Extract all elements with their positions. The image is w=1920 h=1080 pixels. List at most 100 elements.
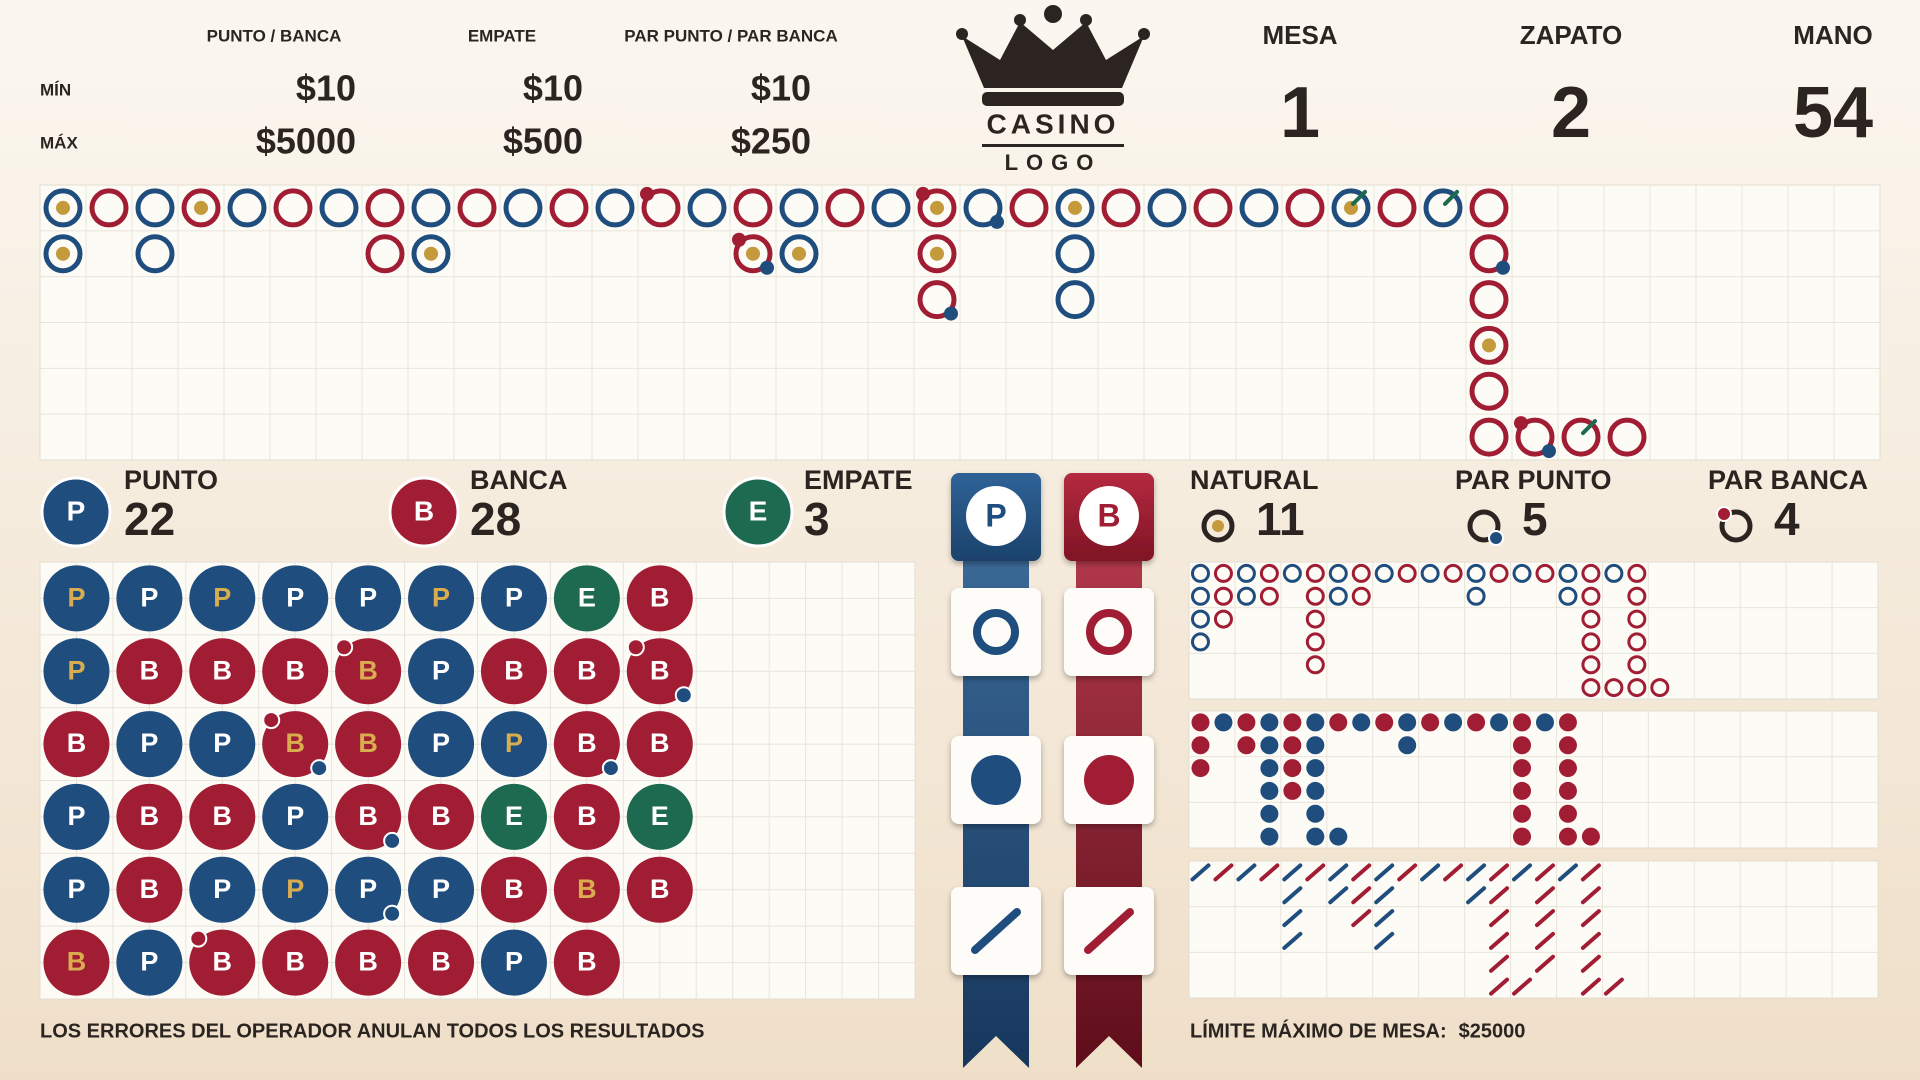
big-eye-mark — [1328, 563, 1348, 583]
big-eye-mark — [1397, 563, 1417, 583]
small-road-mark — [1260, 736, 1279, 755]
natural-dot — [194, 200, 208, 215]
big-eye-mark — [1627, 632, 1647, 652]
extra-label: PAR BANCA — [1708, 465, 1868, 495]
bead-letter: P — [67, 655, 85, 685]
big-eye-mark — [1581, 609, 1601, 629]
bead — [480, 856, 547, 923]
big-road-ring — [227, 188, 267, 228]
big-road-ring — [1239, 188, 1279, 228]
big-road-ring — [89, 188, 129, 228]
cockroach-mark — [1236, 863, 1257, 882]
bead-letter: E — [505, 801, 523, 831]
banker-pair-dot — [626, 638, 645, 657]
bead-letter: P — [359, 874, 377, 904]
small-road-mark — [1191, 759, 1210, 778]
footer-limit-label: LÍMITE MÁXIMO DE MESA: — [1190, 1019, 1447, 1042]
bead — [335, 929, 402, 996]
bead-letter: B — [577, 728, 597, 758]
big-road-ring — [871, 188, 911, 228]
big-eye-mark — [1604, 563, 1624, 583]
banker-pair-dot — [262, 711, 281, 730]
big-road-ring — [595, 188, 635, 228]
bead-letter: E — [651, 801, 669, 831]
bead — [553, 711, 620, 778]
cockroach-mark — [1351, 863, 1372, 882]
small-road-mark — [1375, 713, 1394, 732]
small-road-mark — [1260, 713, 1279, 732]
bead-letter: B — [358, 947, 378, 977]
cockroach-mark — [1374, 931, 1395, 950]
cockroach-mark — [1512, 977, 1533, 996]
banker-pair-dot — [335, 638, 354, 657]
big-eye-mark — [1581, 678, 1601, 698]
panel-bg — [1188, 710, 1879, 849]
bead — [262, 856, 329, 923]
bead-letter: B — [650, 583, 670, 613]
bead — [43, 565, 110, 632]
cockroach-mark — [1603, 977, 1624, 996]
small-road-mark — [1513, 804, 1532, 823]
small-road-mark — [1513, 736, 1532, 755]
total-badge-letter: E — [749, 495, 768, 526]
prediction-tile — [951, 588, 1041, 676]
bead — [262, 711, 329, 778]
cockroach-mark — [1489, 863, 1510, 882]
bead-letter: B — [577, 801, 597, 831]
big-road-ring — [319, 188, 359, 228]
bead — [189, 929, 256, 996]
limit-label: MÁX — [40, 133, 78, 152]
player-pair-dot — [383, 904, 402, 923]
prediction-tile — [1064, 588, 1154, 676]
player-pair-dot — [1542, 444, 1556, 459]
extra-icon — [1201, 509, 1235, 543]
cockroach-mark — [1397, 863, 1418, 882]
bead-letter: P — [67, 801, 85, 831]
big-road-ring — [1009, 188, 1049, 228]
small-road-mark — [1513, 713, 1532, 732]
panel-bg — [1188, 860, 1879, 999]
bead-letter: B — [504, 655, 524, 685]
cockroach-mark — [1489, 954, 1510, 973]
big-road-ring — [135, 188, 175, 228]
big-eye-mark — [1581, 632, 1601, 652]
extra-label: PAR PUNTO — [1455, 465, 1612, 495]
big-eye-mark — [1259, 586, 1279, 606]
bead-letter: P — [140, 583, 158, 613]
small-road-mark — [1558, 827, 1577, 846]
big-eye-mark — [1305, 563, 1325, 583]
banker-pair-dot — [1514, 416, 1528, 431]
cockroach-mark — [1580, 931, 1601, 950]
bead — [189, 783, 256, 850]
bead-letter: P — [213, 583, 231, 613]
limit-heading: PAR PUNTO / PAR BANCA — [624, 26, 837, 45]
small-road-mark — [1306, 713, 1325, 732]
big-road-ring — [411, 234, 451, 274]
bead-letter: B — [577, 655, 597, 685]
big-road-ring — [825, 188, 865, 228]
total-label: BANCA — [470, 465, 568, 495]
cockroach-mark — [1580, 909, 1601, 928]
bead-letter: B — [67, 728, 87, 758]
bead-letter: B — [140, 801, 160, 831]
cockroach-mark — [1374, 863, 1395, 882]
small-road-mark — [1490, 713, 1509, 732]
big-road-ring — [963, 188, 1003, 228]
bead — [116, 711, 183, 778]
bead — [553, 565, 620, 632]
natural-dot — [56, 246, 70, 261]
big-eye-mark — [1558, 563, 1578, 583]
limit-value: $10 — [523, 68, 583, 109]
extra-count: 11 — [1256, 493, 1305, 545]
small-road-mark — [1237, 713, 1256, 732]
bead — [626, 856, 693, 923]
prediction-column: B — [1064, 473, 1154, 1068]
big-eye-mark — [1190, 586, 1210, 606]
bead — [189, 565, 256, 632]
player-pair-dot — [310, 759, 329, 778]
big-eye-icon — [973, 609, 1019, 655]
big-road-ring — [641, 188, 681, 228]
small-road-icon — [1084, 755, 1134, 805]
small-road-mark — [1283, 713, 1302, 732]
big-road-ring — [917, 280, 957, 320]
